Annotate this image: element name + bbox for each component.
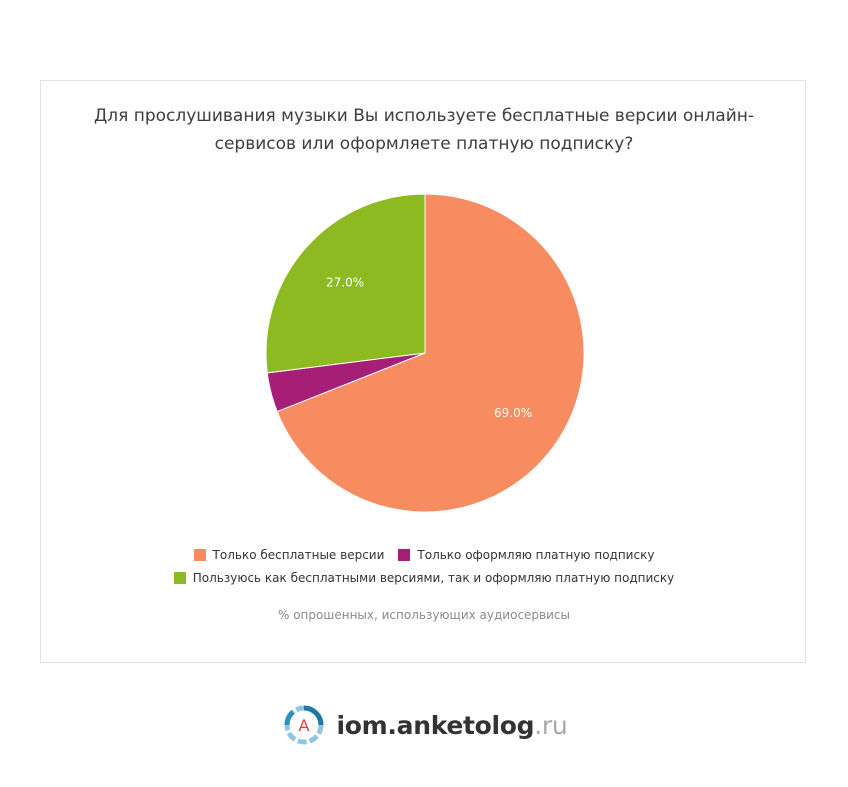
pie-slice-both[interactable] — [265, 193, 426, 374]
legend-item-both[interactable]: Пользуюсь как бесплатными версиями, так … — [173, 570, 675, 585]
logo-letter: A — [298, 716, 309, 735]
pie-chart: 69.0% 27.0% — [265, 193, 585, 513]
pie-slice-both-label: 27.0% — [326, 276, 364, 290]
brand-name-main: iom.anketolog — [336, 710, 535, 740]
pie-slice-free-only[interactable] — [276, 193, 585, 513]
chart-title-line-2: сервисов или оформляете платную подписку… — [214, 134, 634, 154]
chart-note: % опрошенных, использующих аудиосервисы — [278, 608, 570, 622]
legend-label-free-only: Только бесплатные версии — [212, 547, 385, 562]
chart-card: Для прослушивания музыки Вы используете … — [40, 80, 806, 663]
brand-name[interactable]: iom.anketolog.ru — [337, 711, 568, 740]
pie-slice-free-only-label: 69.0% — [494, 406, 532, 420]
legend-item-paid-only[interactable]: Только оформляю платную подписку — [398, 548, 654, 562]
legend-swatch-paid-only — [398, 548, 411, 561]
chart-legend: Только бесплатные версии Только оформляю… — [41, 543, 807, 589]
legend-row-2: Пользуюсь как бесплатными версиями, так … — [41, 566, 807, 589]
legend-label-both: Пользуюсь как бесплатными версиями, так … — [192, 570, 675, 585]
legend-label-paid-only: Только оформляю платную подписку — [417, 547, 655, 562]
brand-name-tld: .ru — [534, 710, 568, 740]
legend-swatch-both — [173, 571, 186, 584]
anketolog-logo-icon: A — [284, 705, 324, 745]
legend-row-1: Только бесплатные версии Только оформляю… — [41, 543, 807, 566]
legend-item-free-only[interactable]: Только бесплатные версии — [193, 547, 385, 562]
chart-title-line-1: Для прослушивания музыки Вы используете … — [93, 106, 755, 126]
chart-title: Для прослушивания музыки Вы используете … — [41, 102, 807, 158]
legend-swatch-free-only — [193, 548, 206, 561]
brand-footer[interactable]: A iom.anketolog.ru — [0, 702, 848, 748]
